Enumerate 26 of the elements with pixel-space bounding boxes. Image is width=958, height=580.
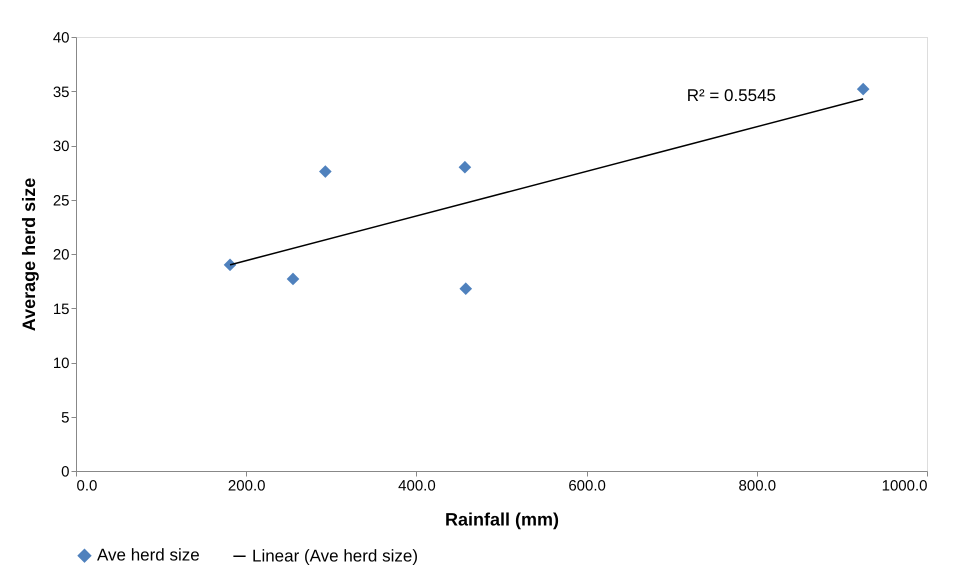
x-tick-label: 200.0 [228,478,266,494]
x-tick-label: 0.0 [76,478,98,494]
point [856,82,870,96]
y-tick-label: 5 [61,409,70,426]
point [459,282,472,296]
x-tick-label: 1000.0 [882,478,928,494]
y-axis-title: Average herd size [18,178,39,332]
x-tick-label: 400.0 [398,478,436,494]
y-tick-label: 25 [52,192,70,210]
x-axis-title: Rainfall (mm) [444,510,560,530]
point [224,258,236,272]
y-tick-label: 10 [52,355,70,372]
y-tick-label: 30 [52,138,70,155]
x-tick-label: 600.0 [568,478,606,494]
y-tick-label: 20 [52,246,70,264]
y-tick-label: 15 [52,300,70,318]
point [458,160,472,174]
legend-label: Linear (Ave herd size) [252,546,418,566]
point [319,165,332,178]
x-tick-label: 800.0 [738,478,776,494]
y-tick-label: 35 [52,84,70,101]
y-tick-label: 40 [52,30,70,46]
annotation: R² = 0.5545 [686,86,776,105]
point [286,272,300,286]
legend-label: Ave herd size [97,546,200,565]
y-tick-label: 0 [61,464,70,480]
